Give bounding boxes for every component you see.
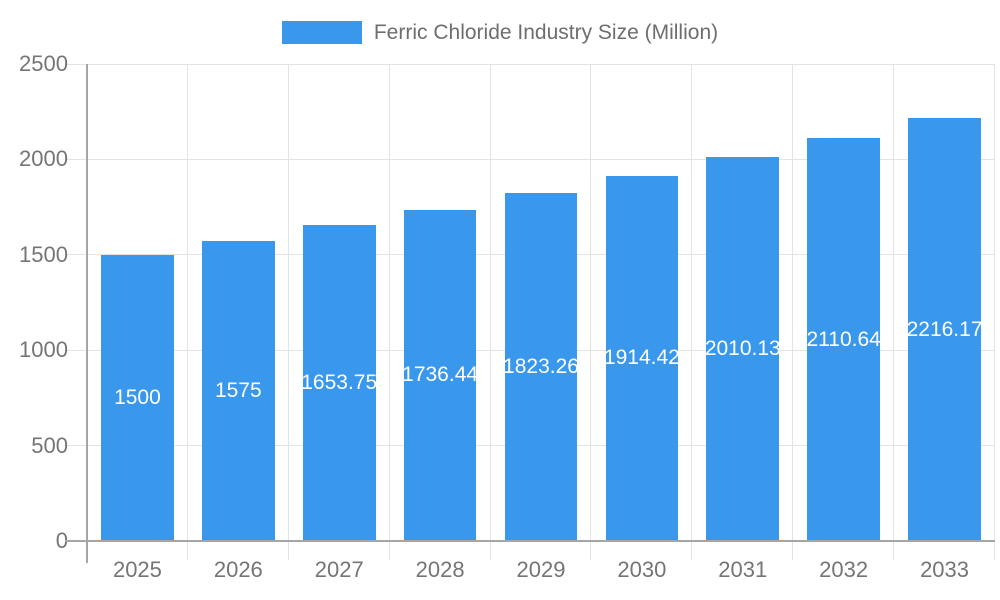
y-gridline [65,158,995,160]
y-tick-label: 1500 [19,241,68,267]
y-tick-label: 500 [31,432,68,458]
x-gridline [186,64,188,560]
plot-area: 0 500 1000 1500 2000 2500 1500 2025 1575 2026 1653… [19,53,995,582]
bar-2026[interactable]: 1575 [202,240,275,541]
x-gridline [691,64,693,560]
x-tick-label-2025: 2025 [112,557,162,582]
x-gridline [287,64,289,560]
y-tick-label: 1000 [19,337,68,363]
x-tick-label-2031: 2031 [718,557,768,582]
y-gridline [65,63,995,65]
x-gridline [590,64,592,560]
x-gridline [388,64,390,560]
x-axis-line [65,540,995,542]
bar-value-label: 1653.75 [302,371,376,395]
bar-value-label: 2110.64 [807,327,880,351]
bar-value-label: 2216.17 [908,317,981,341]
legend-swatch-icon [281,21,362,44]
x-tick-label-2027: 2027 [314,557,364,582]
x-tick-label-2029: 2029 [516,557,566,582]
x-gridline [994,64,995,560]
bar-2028[interactable]: 1736.44 [403,209,477,541]
x-tick-label-2032: 2032 [819,557,869,582]
legend[interactable]: Ferric Chloride Industry Size (Million) [0,21,1000,44]
x-tick-label-2030: 2030 [617,557,667,582]
bar-value-label: 1736.44 [403,363,477,387]
bar-2031[interactable]: 2010.13 [706,157,780,541]
y-tick-label: 0 [55,528,68,553]
bar-value-label: 1914.42 [605,346,679,370]
y-axis-line [86,64,88,563]
bar-2025[interactable]: 1500 [101,254,174,541]
x-tick-label-2028: 2028 [415,557,465,582]
bar-value-label: 2010.13 [706,337,780,361]
x-gridline [792,64,794,560]
bar-value-label: 1823.26 [504,355,578,379]
bar-value-label: 1575 [214,378,262,402]
x-tick-label-2033: 2033 [920,557,970,582]
bar-2033[interactable]: 2216.17 [908,118,981,541]
x-gridline [893,64,895,560]
bar-2030[interactable]: 1914.42 [605,175,679,541]
legend-label: Ferric Chloride Industry Size (Million) [373,21,719,44]
x-gridline [489,64,491,560]
x-tick-label-2026: 2026 [213,557,263,582]
bar-value-label: 1500 [114,385,161,409]
bar-2029[interactable]: 1823.26 [504,193,578,541]
bar-2027[interactable]: 1653.75 [302,225,376,541]
bar-2032[interactable]: 2110.64 [807,138,880,541]
y-tick-label: 2500 [19,51,68,76]
y-tick-label: 2000 [19,146,68,172]
